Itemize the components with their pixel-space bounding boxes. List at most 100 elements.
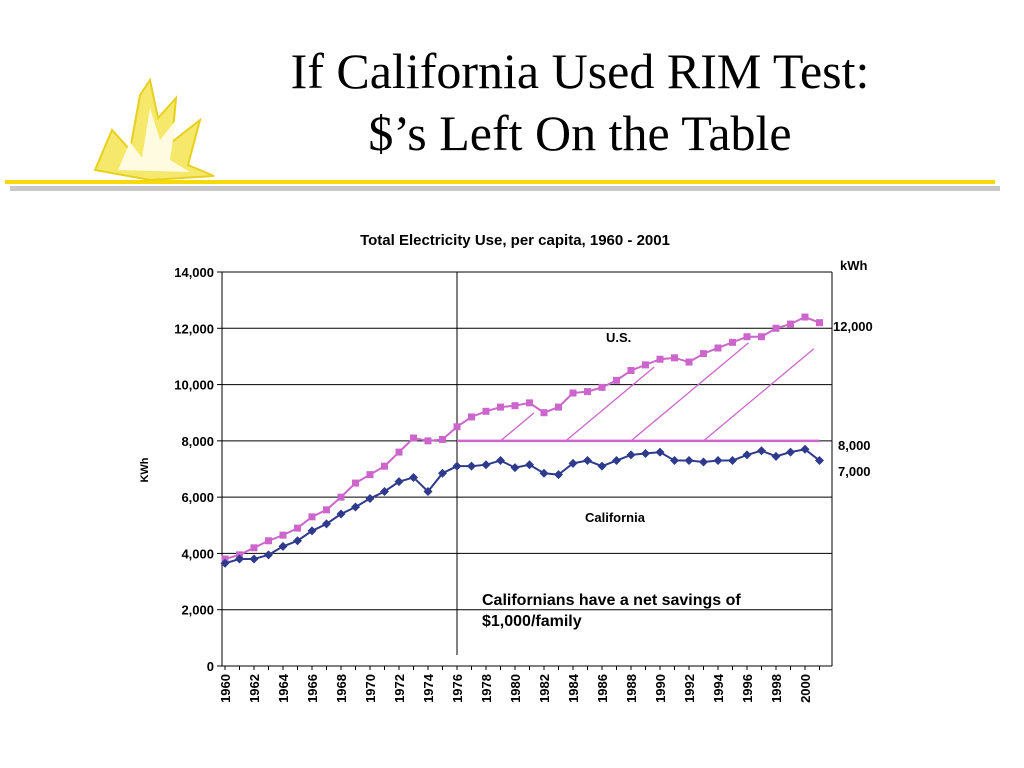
us-point [352,479,359,487]
title-underline [5,180,995,184]
us-point [685,358,693,366]
y-tick-label: 2,000 [181,603,214,618]
x-tick-label: 1986 [595,674,610,703]
right-label-12000: 12,000 [833,319,873,334]
us-point [279,531,287,539]
us-point [468,413,475,421]
x-tick-label: 1992 [682,674,697,703]
us-point [729,338,736,346]
california-point [597,461,607,471]
x-tick-label: 1984 [566,673,581,703]
x-tick-label: 1994 [711,673,726,703]
california-point [728,456,737,466]
us-point [540,409,548,417]
y-tick-label: 0 [207,659,214,674]
hatch-line [703,348,815,442]
slide-title-line2: $’s Left On the Table [368,105,792,161]
us-point [453,423,461,431]
california-point [322,519,331,529]
x-tick-label: 1988 [624,674,639,703]
y-tick-label: 4,000 [181,546,214,561]
california-point [380,487,389,497]
us-point [250,544,258,552]
us-point [656,355,664,363]
california-point [742,450,752,460]
us-point [424,437,432,445]
us-point [526,399,533,407]
california-point [800,444,810,454]
right-label-8000: 8,000 [838,438,871,453]
us-point [671,354,678,362]
us-point [743,333,751,341]
us-point [511,402,519,410]
us-point [294,524,301,532]
california-point [452,461,462,471]
california-series-label: California [585,510,646,525]
california-point [757,446,766,456]
title-underline-shadow [10,186,1000,191]
california-point [699,457,708,467]
california-point [670,456,679,466]
x-tick-label: 1960 [218,674,233,703]
california-point [786,447,795,457]
us-point [410,434,417,442]
california-point [612,456,621,466]
us-point [366,471,374,479]
us-point [482,407,490,415]
x-tick-label: 1964 [276,673,291,703]
x-tick-label: 1998 [769,674,784,703]
savings-hatch-lines [500,342,815,442]
chart-title: Total Electricity Use, per capita, 1960 … [360,232,670,249]
california-point [365,494,375,504]
slide-title-line1: If California Used RIM Test: [290,43,870,99]
california-point [481,460,491,470]
california-point [336,509,346,519]
hatch-line [500,412,535,442]
x-tick-label: 1982 [537,674,552,703]
x-tick-label: 2000 [798,674,813,703]
california-point [307,526,317,536]
y-tick-label: 6,000 [181,490,214,505]
us-point [642,361,649,369]
us-series-label: U.S. [606,330,631,345]
california-point [815,456,824,466]
california-point [525,460,534,470]
us-point [700,350,707,358]
us-point [787,320,794,328]
california-point [394,477,404,487]
california-point [626,450,636,460]
us-point [613,376,620,384]
us-point [758,333,765,341]
california-point [423,487,433,497]
x-tick-label: 1968 [334,674,349,703]
california-point [249,554,259,564]
right-label-7000: 7,000 [838,464,871,479]
us-point [816,319,823,327]
hatch-line [630,342,749,442]
us-point [439,435,446,443]
series-line-california [224,448,821,565]
us-point [772,324,780,332]
right-axis-unit: kWh [840,258,868,273]
california-point [278,541,288,551]
california-point [351,502,360,512]
y-tick-label: 14,000 [174,265,214,280]
us-point [569,389,577,397]
california-point [235,554,244,564]
california-point [496,456,505,466]
x-tick-label: 1966 [305,674,320,703]
y-axis-ticks: 0 2,000 4,000 6,000 8,000 10,000 12,000 14,000 [174,265,222,674]
x-tick-label: 1974 [421,673,436,703]
series-layer [220,313,824,568]
x-tick-label: 1972 [392,674,407,703]
us-point [265,537,272,545]
california-point [568,458,578,468]
x-tick-label: 1976 [450,674,465,703]
california-point [409,472,418,482]
series-line-us [224,315,820,561]
california-point [641,449,650,459]
california-point [293,536,302,546]
savings-note-line1: Californians have a net savings of [482,592,741,609]
